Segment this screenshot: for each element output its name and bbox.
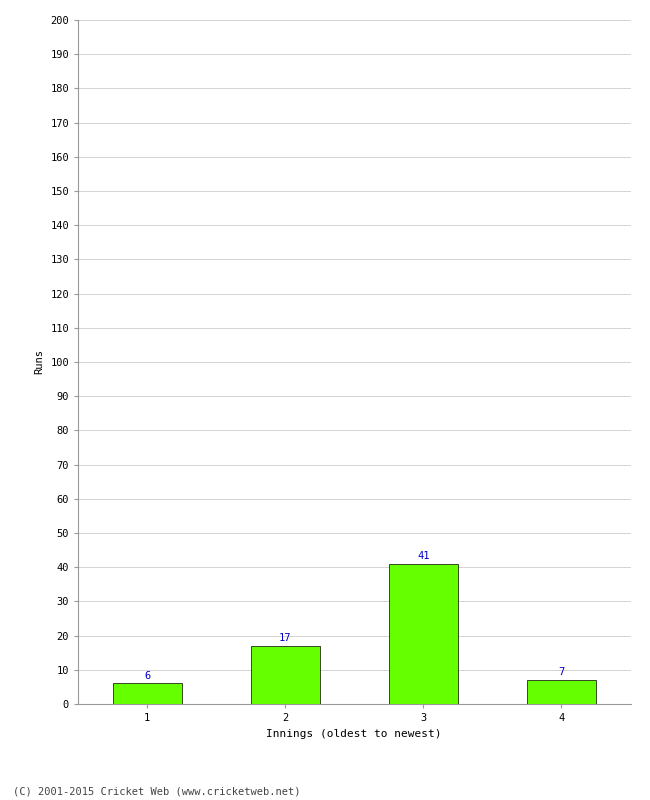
Text: 7: 7	[558, 667, 565, 678]
Bar	[389, 564, 458, 704]
Y-axis label: Runs: Runs	[34, 350, 45, 374]
Text: 6: 6	[144, 670, 150, 681]
X-axis label: Innings (oldest to newest): Innings (oldest to newest)	[266, 729, 442, 738]
Text: 17: 17	[279, 633, 291, 643]
Bar	[527, 680, 596, 704]
Bar	[112, 683, 181, 704]
Bar	[251, 646, 320, 704]
Text: 41: 41	[417, 551, 430, 561]
Text: (C) 2001-2015 Cricket Web (www.cricketweb.net): (C) 2001-2015 Cricket Web (www.cricketwe…	[13, 786, 300, 796]
